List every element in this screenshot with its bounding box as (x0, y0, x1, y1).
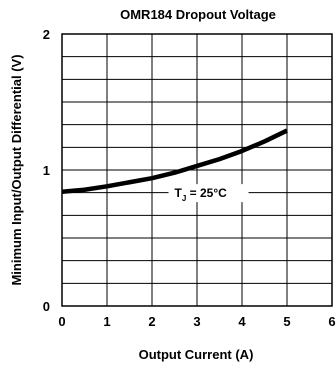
y-axis-label: Minimum Input/Output Differential (V) (9, 54, 24, 285)
series-group (61, 128, 288, 195)
y-tick-label: 1 (43, 163, 50, 178)
grid (61, 33, 333, 307)
series-line (61, 128, 288, 195)
annotation-sub: J (182, 194, 186, 203)
annotation-label: TJ = 25°C (175, 186, 228, 203)
x-tick-label: 4 (238, 314, 246, 329)
annotation-rest: = 25°C (186, 186, 227, 200)
plot-frame (61, 33, 333, 307)
x-tick-label: 5 (283, 314, 290, 329)
x-tick-label: 1 (103, 314, 110, 329)
annotation-main: T (175, 186, 183, 200)
x-tick-label: 2 (148, 314, 155, 329)
y-tick-label: 2 (43, 27, 50, 42)
x-tick-label: 6 (328, 314, 335, 329)
annotation-background (168, 184, 249, 203)
tick-labels: 0 1 2 3 4 5 6 0 1 2 (43, 27, 336, 329)
x-tick-label: 0 (58, 314, 65, 329)
y-tick-label: 0 (43, 299, 50, 314)
x-axis-label: Output Current (A) (139, 347, 254, 362)
annotation-group: TJ = 25°C (168, 184, 249, 203)
x-tick-label: 3 (193, 314, 200, 329)
chart-title: OMR184 Dropout Voltage (120, 7, 276, 22)
